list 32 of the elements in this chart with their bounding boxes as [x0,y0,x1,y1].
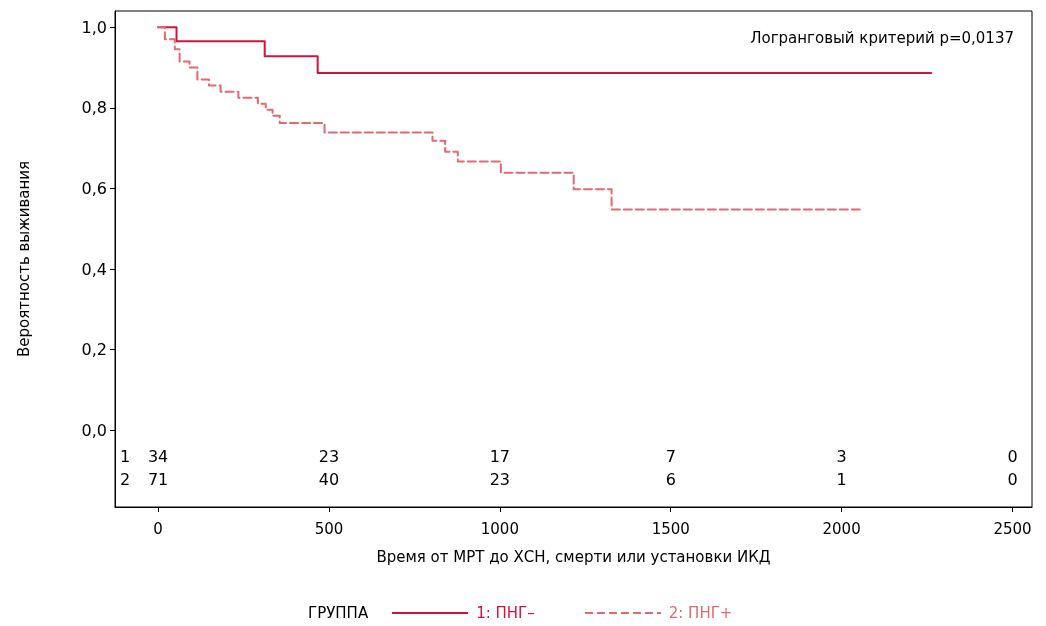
annotation: 1 [120,446,131,466]
annotation: 3 [836,446,847,466]
annotation: 71 [147,469,169,489]
annotation: 40 [318,469,340,489]
y-tick-label: 0,4 [81,259,107,279]
x-tick-label: 1500 [651,519,690,538]
annotation: 0 [1007,469,1018,489]
x-tick-label: 1000 [480,519,519,538]
text: 1: ПНГ– [476,604,535,622]
x-tick-label: 0 [153,519,163,538]
annotation: Логранговый критерий p=0,0137 [750,28,1015,47]
annotation: 7 [665,446,676,466]
x-tick-label: 500 [314,519,344,538]
y-tick-label: 1,0 [81,17,107,37]
annotation: 17 [489,446,511,466]
annotation: 23 [489,469,511,489]
legend-title: ГРУППА [308,604,369,622]
annotation: 23 [318,446,340,466]
annotation: 0 [1007,446,1018,466]
annotation: 34 [147,446,169,466]
y-tick-label: 0,2 [81,340,107,360]
y-tick-label: 0,0 [81,420,107,440]
text: 2: ПНГ+ [668,604,733,622]
annotation: 6 [665,469,676,489]
x-axis-title: Время от МРТ до ХСН, смерти или установки ИКД [376,547,771,566]
annotation: 1 [836,469,847,489]
x-tick-label: 2500 [993,519,1032,538]
x-tick-label: 2000 [822,519,861,538]
y-tick-label: 0,6 [81,178,107,198]
annotation: 2 [120,469,131,489]
y-tick-label: 0,8 [81,98,107,118]
y-axis-title: Вероятность выживания [14,160,33,358]
